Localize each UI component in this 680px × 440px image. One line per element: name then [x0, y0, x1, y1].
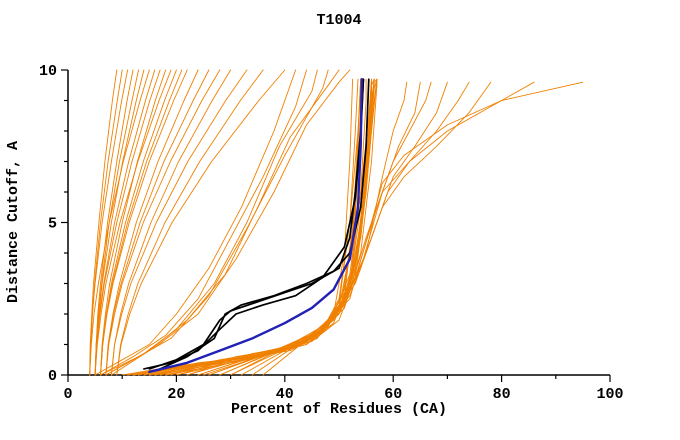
predicted-models-orange-curve: [100, 69, 167, 376]
predicted-models-orange-curve: [105, 69, 318, 376]
predicted-models-orange-curve: [89, 69, 118, 376]
predicted-models-orange-curve: [100, 69, 188, 376]
predicted-models-orange-curve: [186, 81, 470, 376]
x-tick-label: 0: [63, 386, 72, 403]
predicted-models-orange-curve: [230, 81, 408, 376]
predicted-models-orange-curve: [89, 69, 129, 376]
chart-title: T1004: [316, 12, 361, 29]
predicted-models-orange-curve: [94, 69, 145, 376]
predicted-models-orange-curve: [154, 78, 372, 376]
predicted-models-orange-curve: [165, 81, 535, 376]
predicted-models-orange-curve: [175, 78, 372, 376]
x-tick-label: 20: [167, 386, 185, 403]
predicted-models-orange-curve: [219, 81, 421, 376]
curves-group: [89, 69, 584, 376]
predicted-models-orange-curve: [94, 69, 161, 376]
y-tick-label: 0: [48, 368, 57, 385]
predicted-models-orange-curve: [89, 69, 150, 376]
predicted-models-orange-curve: [148, 78, 364, 376]
predicted-models-orange-curve: [116, 69, 264, 376]
highlighted-models-black-curve: [159, 78, 370, 370]
predicted-models-orange-curve: [208, 81, 432, 376]
y-tick-label: 10: [39, 63, 57, 80]
y-axis-label: Distance Cutoff, A: [5, 141, 22, 303]
predicted-models-orange-curve: [132, 78, 362, 376]
x-tick-label: 40: [276, 386, 294, 403]
predicted-models-orange-curve: [116, 69, 286, 376]
predicted-models-orange-curve: [105, 69, 221, 376]
x-axis-label: Percent of Residues (CA): [231, 401, 447, 418]
predicted-models-orange-curve: [110, 69, 340, 376]
predicted-models-orange-curve: [175, 81, 584, 376]
predicted-models-orange-curve: [94, 69, 172, 376]
predicted-models-orange-curve: [100, 69, 307, 376]
predicted-models-orange-curve: [105, 69, 210, 376]
y-tick-label: 5: [48, 216, 57, 233]
x-tick-label: 100: [596, 386, 623, 403]
predicted-models-orange-curve: [94, 69, 297, 376]
predicted-models-orange-curve: [138, 78, 362, 376]
predicted-models-orange-curve: [105, 69, 351, 376]
best-model-blue-curve: [148, 77, 363, 374]
x-tick-label: 80: [493, 386, 511, 403]
predicted-models-orange-curve: [110, 69, 248, 376]
predicted-models-orange-curve: [197, 81, 448, 376]
highlighted-models-black-curve: [143, 78, 365, 370]
predicted-models-orange-curve: [105, 69, 199, 376]
ticks-group: 0 20 40 60 80 100 0 5 10: [39, 63, 624, 403]
x-tick-label: 60: [384, 386, 402, 403]
